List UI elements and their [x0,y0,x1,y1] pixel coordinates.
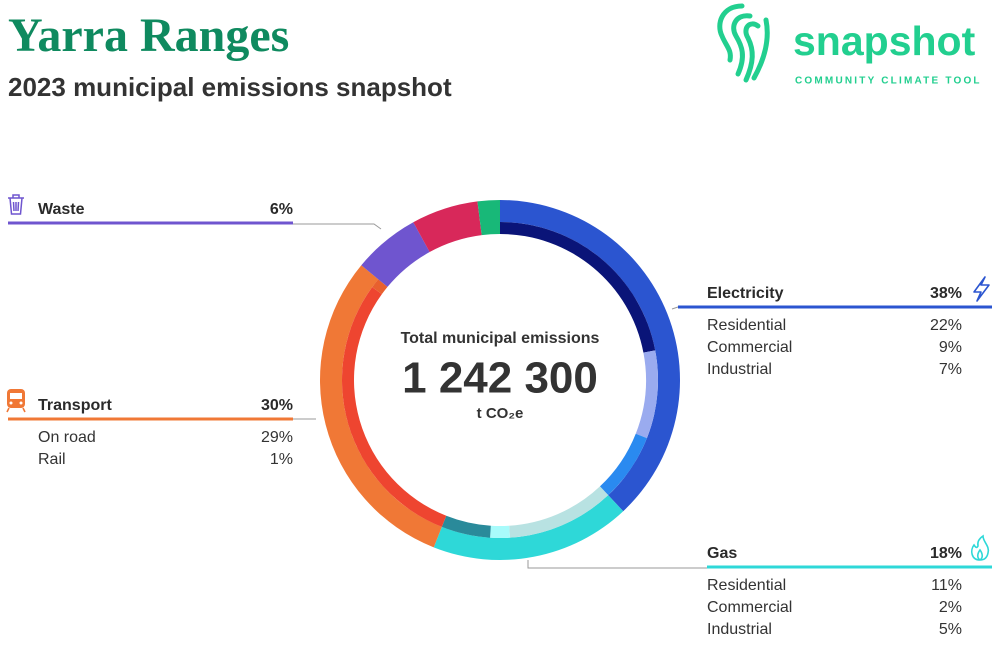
subsector-value: 1% [270,451,293,468]
subsector-label: Industrial [707,361,772,378]
brand-name: snapshot [793,18,976,64]
subsector [599,433,647,496]
sector [320,265,442,548]
sector [477,200,500,236]
subsector-label: Residential [707,317,786,334]
sector-label: Waste [38,201,85,218]
title: Yarra Ranges [8,9,289,62]
leader-line [293,223,382,230]
sector-value: 30% [261,397,293,414]
subsector [342,287,447,527]
subtitle: 2023 municipal emissions snapshot [8,72,452,102]
center-unit: t CO₂e [477,405,524,422]
subsector-value: 29% [261,429,293,446]
subsector-value: 11% [931,577,962,594]
sector-value: 38% [930,285,962,302]
center-total: 1 242 300 [402,354,598,403]
subsector [372,279,388,295]
sector [500,200,680,512]
subsector-label: Rail [38,451,66,468]
sector [433,495,624,560]
electricity-icon [973,276,990,302]
transport-icon [6,389,26,413]
subsector-label: Commercial [707,599,792,616]
subsector [635,350,659,439]
subsector-label: Commercial [707,339,792,356]
sector-label: Gas [707,545,737,562]
subsector-label: Residential [707,577,786,594]
subsector [441,515,491,538]
center-title: Total municipal emissions [401,330,600,347]
sector [413,201,482,253]
subsector [509,486,609,538]
brand-tagline: COMMUNITY CLIMATE TOOL [795,76,982,87]
subsector [490,525,510,539]
subsector-value: 22% [930,317,962,334]
subsector-label: On road [38,429,96,446]
sector [361,222,430,287]
subsector-value: 9% [939,339,962,356]
leader-line [527,560,707,569]
sector-value: 6% [270,201,293,218]
subsector [500,222,656,353]
sector-label: Transport [38,397,112,414]
waste-icon [8,194,24,215]
subsector-label: Industrial [707,621,772,638]
subsector-value: 5% [939,621,962,638]
subsector-value: 7% [939,361,962,378]
sector-label: Electricity [707,285,784,302]
gas-icon [970,534,990,561]
subsector-value: 2% [939,599,962,616]
logo-mark [717,3,770,83]
leader-line [671,306,679,310]
sector-value: 18% [930,545,962,562]
